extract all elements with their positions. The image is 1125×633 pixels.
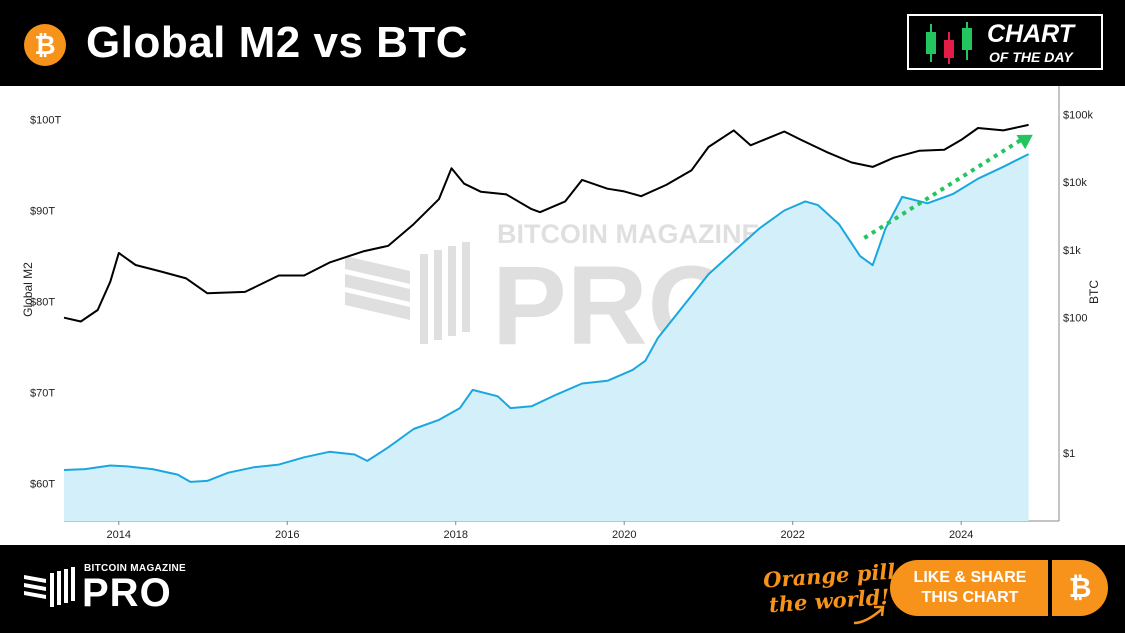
bitcoin-icon: ₿ xyxy=(24,24,66,66)
left-tick-label: $90T xyxy=(30,206,55,218)
right-tick-label: $10k xyxy=(1063,177,1087,189)
right-axis-label: BTC xyxy=(1087,280,1101,304)
x-tick-label: 2022 xyxy=(780,529,804,541)
left-axis-label: Global M2 xyxy=(21,262,35,317)
x-tick-label: 2018 xyxy=(443,529,467,541)
left-tick-label: $60T xyxy=(30,479,55,491)
footer-logo-small: BITCOIN MAGAZINE xyxy=(84,563,187,574)
footer-logo-big: PRO xyxy=(82,571,172,615)
left-tick-label: $70T xyxy=(30,388,55,400)
bitcoin-icon: ₿ xyxy=(1068,572,1092,603)
candlestick-icon xyxy=(926,22,972,64)
chart-of-the-day-badge: CHART OF THE DAY xyxy=(907,14,1103,70)
like-share-button[interactable]: LIKE & SHARE THIS CHART ₿ xyxy=(890,560,1108,616)
right-tick-label: $1 xyxy=(1063,448,1075,460)
right-tick-label: $100 xyxy=(1063,313,1087,325)
trend-arrow-line xyxy=(863,137,1024,240)
m2-series-line xyxy=(63,153,1030,483)
right-tick-label: $100k xyxy=(1063,109,1093,121)
cta-line1: LIKE & SHARE xyxy=(913,569,1027,586)
cta-line2: THIS CHART xyxy=(921,589,1019,606)
trend-arrow-head xyxy=(1016,134,1033,150)
badge-line1: CHART xyxy=(987,20,1075,48)
x-tick-label: 2014 xyxy=(107,529,131,541)
x-tick-label: 2016 xyxy=(275,529,299,541)
m2-area-fill xyxy=(64,154,1029,521)
right-tick-label: $1k xyxy=(1063,245,1081,257)
x-tick-label: 2024 xyxy=(949,529,973,541)
left-tick-label: $80T xyxy=(30,297,55,309)
chart-panel: BITCOIN MAGAZINE PRO 2014 2016 2018 2020 2022 2… xyxy=(0,86,1125,545)
x-tick-label: 2020 xyxy=(612,529,636,541)
header: ₿ Global M2 vs BTC CHART OF THE DAY xyxy=(0,0,1125,86)
curved-arrow-icon xyxy=(853,605,885,625)
page-title: Global M2 vs BTC xyxy=(86,18,469,67)
cta-divider xyxy=(1048,560,1052,616)
cta-label: LIKE & SHARE THIS CHART xyxy=(890,568,1050,608)
left-tick-label: $100T xyxy=(30,114,61,126)
badge-line2: OF THE DAY xyxy=(989,49,1073,65)
btc-series-line xyxy=(63,123,1029,323)
watermark-line1: BITCOIN MAGAZINE xyxy=(497,219,760,249)
footer: BITCOIN MAGAZINE PRO Orange pill the wor… xyxy=(0,545,1125,633)
bitcoin-magazine-pro-logo-icon xyxy=(24,567,75,607)
